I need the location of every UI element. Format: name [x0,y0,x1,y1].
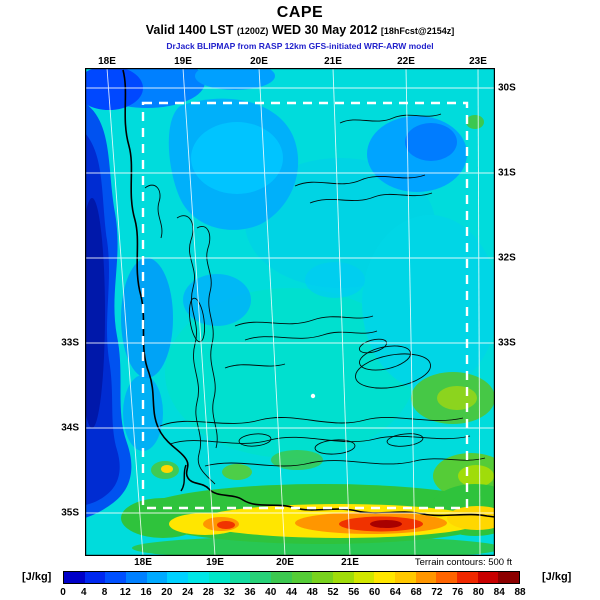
valid-time-line: Valid 1400 LST (1200Z) WED 30 May 2012 [… [0,23,600,37]
colorbar-cell [146,572,168,583]
colorbar-tick: 52 [327,587,339,598]
colorbar-cell [332,572,354,583]
longitude-label: 22E [397,56,415,67]
colorbar-tick: 28 [202,587,214,598]
longitude-label: 21E [341,557,359,568]
colorbar-tick: 84 [493,587,505,598]
latitude-label: 30S [498,82,516,94]
colorbar-cell [84,572,106,583]
grid-lines [85,67,495,557]
coastline [122,69,496,518]
colorbar-cell [105,572,127,583]
colorbar-cell [291,572,313,583]
colorbar-cell [395,572,416,583]
colorbar-tick: 80 [472,587,485,598]
longitude-label: 19E [174,56,192,67]
colorbar-tick: 8 [101,587,108,598]
terrain-contours-note: Terrain contours: 500 ft [414,557,512,568]
valid-time-utc: (1200Z) [236,26,269,36]
map-canvas [75,56,520,560]
colorbar-cell [229,572,251,583]
longitude-label: 20E [276,557,294,568]
colorbar-cell [250,572,271,583]
latitude-label: 35S [61,507,79,519]
right-latitude-axis: 30S 31S 32S 33S [498,0,600,600]
colorbar-tick: 32 [223,587,235,598]
cape-peninsula [180,464,187,492]
colorbar-tick: 40 [265,587,277,598]
colorbar-cell [477,572,499,583]
latitude-label: 31S [498,167,516,179]
longitude-label: 21E [324,56,342,67]
colorbar-tick: 60 [369,587,381,598]
bottom-longitude-axis: 18E 19E 20E 21E [0,557,600,569]
nest-domain-box [141,101,469,510]
colorbar-tick: 16 [140,587,152,598]
colorbar-tick: 44 [285,587,298,598]
colorbar-cell [353,572,375,583]
latitude-label: 33S [498,337,516,349]
left-latitude-axis: 33S 34S 35S [0,0,81,600]
colorbar-tick: 88 [514,587,526,598]
longitude-label: 23E [469,56,487,67]
colorbar-tick-labels: 0 4 8 12 16 20 24 28 32 36 40 44 48 52 56 60 64 68 72 76 80 8… [60,587,525,599]
colorbar-cell [208,572,230,583]
colorbar-tick: 12 [119,587,131,598]
colorbar-cell [188,572,209,583]
longitude-label: 20E [250,56,268,67]
colorbar-tick: 0 [60,587,66,598]
longitude-label: 18E [134,557,152,568]
top-longitude-axis: 18E 19E 20E 21E 22E 23E [0,56,600,68]
cape-map-svg [75,56,520,560]
colorbar-cell [457,572,478,583]
colorbar-tick: 36 [244,587,256,598]
colorbar-tick: 4 [80,587,87,598]
forecast-issue-tag: [18hFcst@2154z] [380,26,455,36]
units-label-right: [J/kg] [542,571,572,583]
units-label-left: [J/kg] [22,571,52,583]
colorbar-cell [436,572,458,583]
colorbar-tick: 20 [161,587,173,598]
colorbar-tick: 64 [389,587,401,598]
colorbar-tick: 68 [410,587,422,598]
colorbar-cell [374,572,395,583]
latitude-label: 34S [61,422,79,434]
colorbar-tick: 72 [431,587,443,598]
longitude-label: 18E [98,56,116,67]
valid-date: WED 30 May 2012 [271,23,378,37]
colorbar-cell [312,572,333,583]
colorbar-cell [270,572,292,583]
colorbar-tick: 76 [452,587,464,598]
location-marker [310,393,316,399]
colorbar [63,571,520,584]
colorbar-cell [126,572,147,583]
latitude-label: 32S [498,252,516,264]
colorbar-cell [415,572,437,583]
colorbar-tick: 48 [306,587,318,598]
colorbar-cell [64,572,85,583]
valid-time-main: Valid 1400 LST [145,23,234,37]
map-border [85,68,495,556]
longitude-label: 19E [206,557,224,568]
chart-title: CAPE [276,4,324,21]
colorbar-tick: 56 [348,587,360,598]
colorbar-tick: 24 [182,587,194,598]
model-credit: DrJack BLIPMAP from RASP 12km GFS-initia… [166,41,434,51]
colorbar-cell [498,572,520,583]
latitude-label: 33S [61,337,79,349]
colorbar-cell [167,572,189,583]
